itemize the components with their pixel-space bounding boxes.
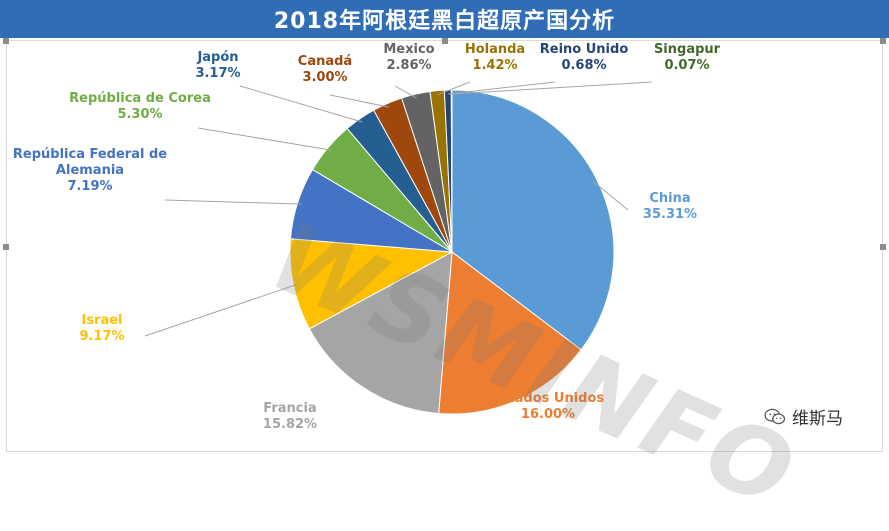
leader-line <box>240 86 362 122</box>
leader-line <box>330 95 389 107</box>
pie-slice-singapur[interactable] <box>451 90 452 252</box>
leader-line <box>198 128 331 150</box>
leader-line <box>452 82 652 94</box>
brand-name: 维斯马 <box>792 404 843 429</box>
wechat-icon <box>764 408 786 426</box>
leader-line <box>165 200 301 204</box>
leader-line <box>145 284 297 336</box>
brand: 维斯马 <box>764 404 843 429</box>
